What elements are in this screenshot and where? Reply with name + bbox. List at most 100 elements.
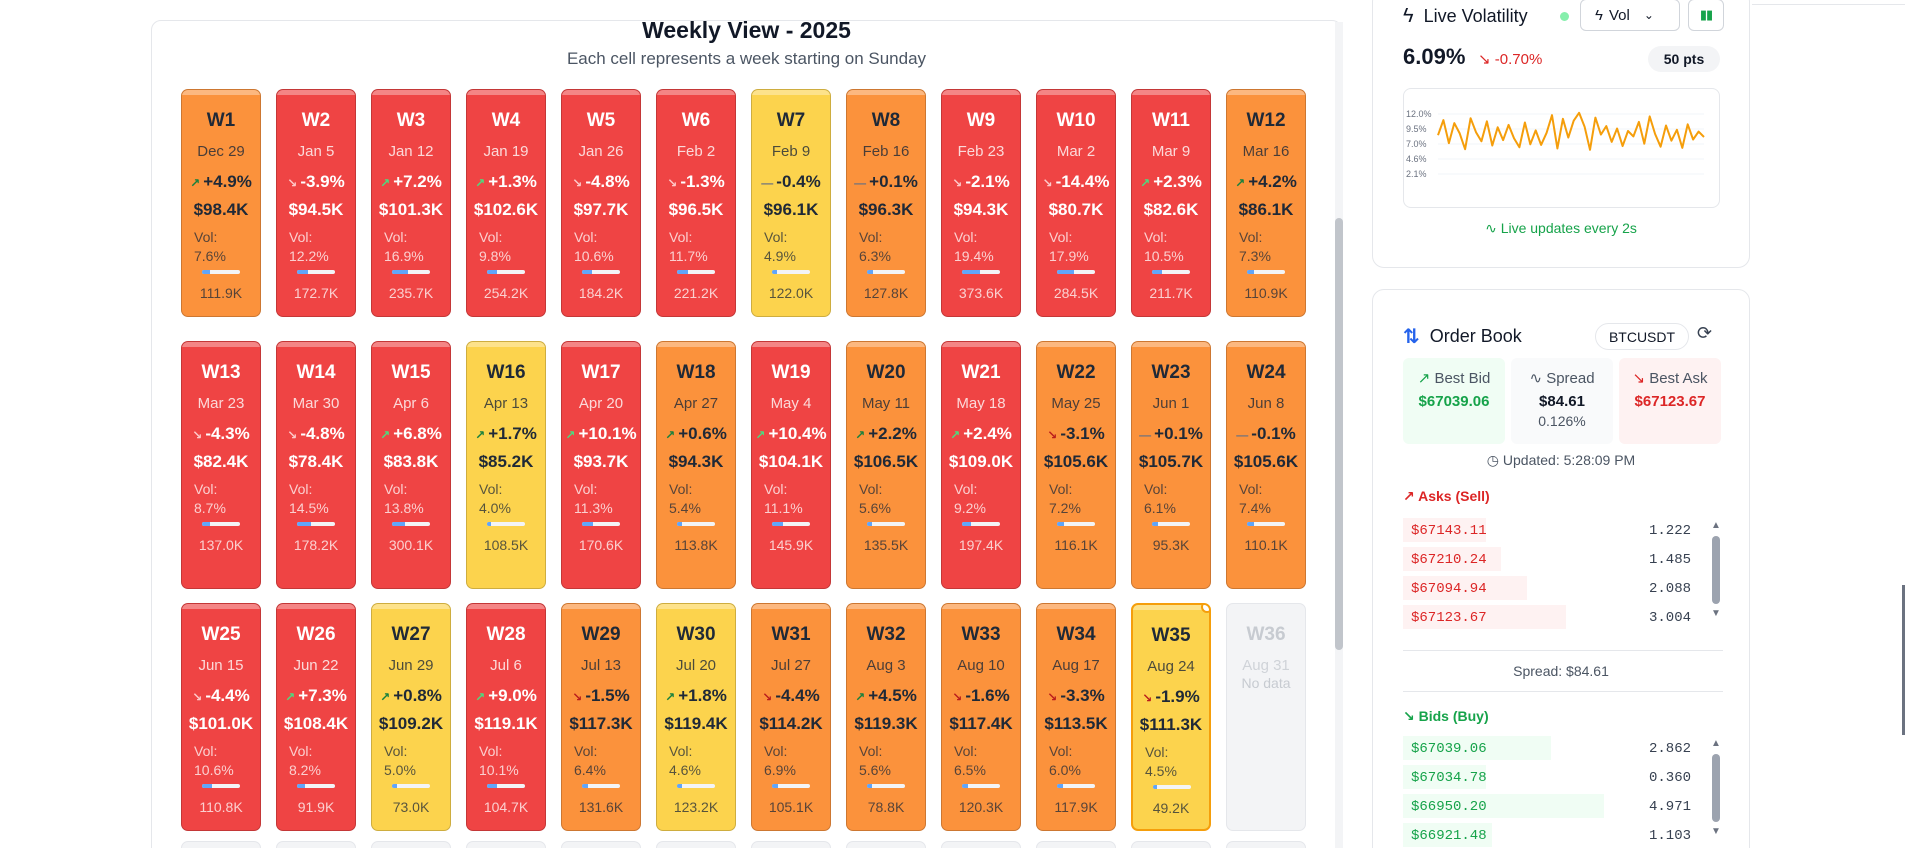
week-cell[interactable]: W9 Feb 23 ↘ -2.1% $94.3K Vol: 19.4% 373.6K [941,89,1021,317]
page-scrollbar-thumb[interactable] [1902,585,1905,735]
y-tick-label: 7.0% [1406,139,1427,149]
weekly-scrollbar-thumb[interactable] [1335,218,1343,650]
week-label: W28 [486,624,526,645]
week-cell[interactable]: W23 Jun 1 — +0.1% $105.7K Vol: 6.1% 95.3K [1131,341,1211,589]
order-book-row[interactable]: $66950.20 4.971 [1403,791,1699,820]
week-cell[interactable]: W31 Jul 27 ↘ -4.4% $114.2K Vol: 6.9% 105.1K [751,603,831,831]
week-cell[interactable]: W15 Apr 6 ↗ +6.8% $83.8K Vol: 13.8% 300.1K [371,341,451,589]
order-price: $67039.06 [1411,741,1487,757]
week-cell[interactable]: W10 Mar 2 ↘ -14.4% $80.7K Vol: 17.9% 284.5K [1036,89,1116,317]
week-change: ↗ +1.7% [467,424,545,444]
order-book-row[interactable]: $67210.24 1.485 [1403,544,1699,573]
week-price: $85.2K [478,452,534,471]
week-volatility: Vol: 6.3% [859,228,891,266]
week-cell[interactable]: W2 Jan 5 ↘ -3.9% $94.5K Vol: 12.2% 172.7K [276,89,356,317]
week-cell[interactable]: W27 Jun 29 ↗ +0.8% $109.2K Vol: 5.0% 73.0K [371,603,451,831]
week-cell[interactable]: W17 Apr 20 ↗ +10.1% $93.7K Vol: 11.3% 170.6K [561,341,641,589]
trend-up-icon: ↗ [950,428,961,442]
week-cell[interactable]: W26 Jun 22 ↗ +7.3% $108.4K Vol: 8.2% 91.9K [276,603,356,831]
week-date: Aug 17 [1052,657,1100,674]
week-cell[interactable]: W33 Aug 10 ↘ -1.6% $117.4K Vol: 6.5% 120.3K [941,603,1021,831]
week-volume: 184.2K [578,285,624,301]
volatility-bar [867,270,905,274]
week-cell[interactable]: W20 May 11 ↗ +2.2% $106.5K Vol: 5.6% 135.5K [846,341,926,589]
vol-label: Vol: [479,743,503,759]
week-cell[interactable]: W25 Jun 15 ↘ -4.4% $101.0K Vol: 10.6% 110.8K [181,603,261,831]
volatility-bar-fill [487,270,497,274]
order-book-row[interactable]: $67094.94 2.088 [1403,573,1699,602]
order-book-row[interactable]: $67123.67 3.004 [1403,602,1699,630]
week-price: $96.1K [763,200,819,219]
week-price: $105.7K [1138,452,1204,471]
week-change: ↗ +2.2% [847,424,925,444]
volatility-bar [1247,522,1285,526]
vol-label: Vol: [1145,744,1169,760]
trend-down-icon: ↘ [667,176,678,190]
week-volatility: Vol: 7.3% [1239,228,1271,266]
trend-flat-icon: — [761,176,774,190]
vol-label: Vol: [764,743,788,759]
week-cell[interactable]: W4 Jan 19 ↗ +1.3% $102.6K Vol: 9.8% 254.2K [466,89,546,317]
scroll-down-icon[interactable]: ▼ [1711,608,1721,619]
week-price: $119.3K [854,714,918,733]
vol-label: Vol: [669,229,693,245]
order-quantity: 4.971 [1648,799,1691,815]
week-price: $109.2K [378,714,444,733]
week-volume: 235.7K [388,285,434,301]
volatility-bar [202,270,240,274]
week-cell[interactable]: W8 Feb 16 — +0.1% $96.3K Vol: 6.3% 127.8K [846,89,926,317]
week-volatility: Vol: 6.5% [954,742,986,780]
week-cell[interactable]: W32 Aug 3 ↗ +4.5% $119.3K Vol: 5.6% 78.8K [846,603,926,831]
week-cell[interactable]: W30 Jul 20 ↗ +1.8% $119.4K Vol: 4.6% 123.2K [656,603,736,831]
vol-value: 11.3% [574,500,613,516]
order-book-row[interactable]: $67034.78 0.360 [1403,762,1699,791]
week-cell-placeholder [941,841,1021,848]
week-price: $96.3K [858,200,914,219]
week-cell[interactable]: W24 Jun 8 — -0.1% $105.6K Vol: 7.4% 110.1K [1226,341,1306,589]
week-price: $82.4K [193,452,249,471]
week-cell[interactable]: W29 Jul 13 ↘ -1.5% $117.3K Vol: 6.4% 131.6K [561,603,641,831]
bids-scrollbar-thumb[interactable] [1712,754,1720,822]
week-price: $94.3K [953,200,1009,219]
volatility-metric-select[interactable]: ϟ Vol ⌄ [1580,0,1680,31]
best-bid-card: ↗ Best Bid $67039.06 [1403,358,1505,444]
pause-button[interactable]: ▮▮ [1688,0,1724,31]
refresh-icon[interactable]: ⟳ [1697,323,1713,343]
asks-list[interactable]: $67143.11 1.222 $67210.24 1.485 $67094.94 2.0… [1403,515,1699,630]
week-cell[interactable]: W34 Aug 17 ↘ -3.3% $113.5K Vol: 6.0% 117.9K [1036,603,1116,831]
week-cell[interactable]: W13 Mar 23 ↘ -4.3% $82.4K Vol: 8.7% 137.0K [181,341,261,589]
week-cell[interactable]: W5 Jan 26 ↘ -4.8% $97.7K Vol: 10.6% 184.2K [561,89,641,317]
week-volatility: Vol: 6.1% [1144,480,1176,518]
trading-pair-badge[interactable]: BTCUSDT [1595,323,1689,350]
volatility-bar-fill [487,784,497,788]
week-cell[interactable]: W1 Dec 29 ↗ +4.9% $98.4K Vol: 7.6% 111.9K [181,89,261,317]
week-cell[interactable]: W36 Aug 31 No data [1226,603,1306,831]
week-cell[interactable]: W11 Mar 9 ↗ +2.3% $82.6K Vol: 10.5% 211.7K [1131,89,1211,317]
week-cell[interactable]: W21 May 18 ↗ +2.4% $109.0K Vol: 9.2% 197.4K [941,341,1021,589]
scroll-up-icon[interactable]: ▲ [1711,520,1721,531]
week-cell[interactable]: W28 Jul 6 ↗ +9.0% $119.1K Vol: 10.1% 104.7K [466,603,546,831]
week-cell[interactable]: W6 Feb 2 ↘ -1.3% $96.5K Vol: 11.7% 221.2K [656,89,736,317]
week-cell[interactable]: W35 Aug 24 ↘ -1.9% $111.3K Vol: 4.5% 49.2K [1131,603,1211,831]
scroll-down-icon[interactable]: ▼ [1711,826,1721,837]
volatility-bar-fill [677,522,683,526]
week-cell[interactable]: W19 May 4 ↗ +10.4% $104.1K Vol: 11.1% 145.9K [751,341,831,589]
week-volume: 110.8K [199,799,243,815]
scroll-up-icon[interactable]: ▲ [1711,738,1721,749]
volatility-bar [1152,522,1190,526]
week-volatility: Vol: 19.4% [954,228,994,266]
week-cell[interactable]: W3 Jan 12 ↗ +7.2% $101.3K Vol: 16.9% 235.7K [371,89,451,317]
order-book-row[interactable]: $67143.11 1.222 [1403,515,1699,544]
week-cell[interactable]: W14 Mar 30 ↘ -4.8% $78.4K Vol: 14.5% 178.2K [276,341,356,589]
week-cell[interactable]: W7 Feb 9 — -0.4% $96.1K Vol: 4.9% 122.0K [751,89,831,317]
order-book-row[interactable]: $67039.06 2.862 [1403,733,1699,762]
week-cell[interactable]: W16 Apr 13 ↗ +1.7% $85.2K Vol: 4.0% 108.5K [466,341,546,589]
order-book-row[interactable]: $66921.48 1.103 [1403,820,1699,848]
week-cell[interactable]: W18 Apr 27 ↗ +0.6% $94.3K Vol: 5.4% 113.8K [656,341,736,589]
trend-down-icon: ↘ [762,690,773,704]
week-cell[interactable]: W22 May 25 ↘ -3.1% $105.6K Vol: 7.2% 116.1K [1036,341,1116,589]
week-cell[interactable]: W12 Mar 16 ↗ +4.2% $86.1K Vol: 7.3% 110.9K [1226,89,1306,317]
vol-label: Vol: [859,229,883,245]
asks-scrollbar-thumb[interactable] [1712,536,1720,604]
bids-list[interactable]: $67039.06 2.862 $67034.78 0.360 $66950.20 4.9… [1403,733,1699,848]
